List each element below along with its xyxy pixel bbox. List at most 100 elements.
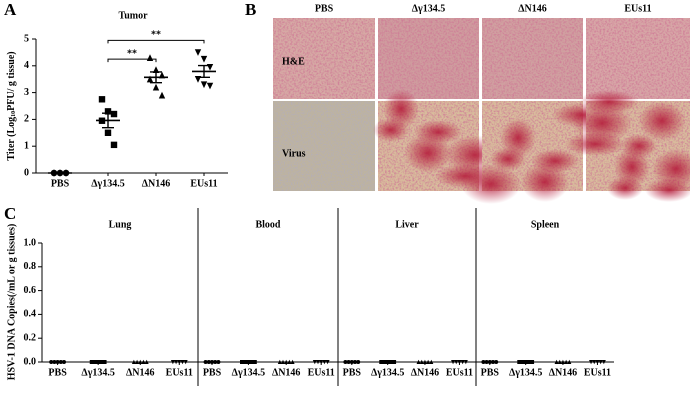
- y-tick-label: 0.6: [24, 285, 37, 296]
- point: [343, 360, 348, 364]
- histology-image: [273, 18, 375, 99]
- point: [246, 360, 251, 364]
- point: [460, 360, 465, 365]
- point: [454, 360, 459, 365]
- point: [206, 360, 211, 364]
- panel-title: Blood: [255, 219, 280, 230]
- y-tick-label: 1: [24, 140, 29, 151]
- point: [325, 360, 330, 365]
- stain-patch: [461, 164, 521, 204]
- point: [174, 360, 179, 365]
- panel-title: Spleen: [531, 219, 560, 230]
- point: [141, 359, 146, 364]
- point: [110, 110, 118, 118]
- y-tick-label: 3: [24, 87, 29, 98]
- point: [146, 54, 154, 61]
- histology-image: [565, 90, 690, 202]
- point: [135, 359, 140, 364]
- point: [170, 360, 175, 365]
- point: [356, 360, 361, 364]
- point: [206, 82, 214, 90]
- y-tick-label: 0.0: [24, 356, 37, 367]
- x-tick-label: Δγ134.5: [371, 367, 404, 378]
- significance-bracket: [107, 39, 205, 44]
- stain-patch: [531, 149, 579, 173]
- y-tick-label: 0: [24, 167, 29, 178]
- point: [62, 360, 66, 364]
- point: [194, 49, 202, 56]
- point: [277, 359, 282, 364]
- x-tick-label: ΔN146: [411, 367, 440, 378]
- point: [346, 360, 351, 364]
- row-label: H&E: [282, 56, 305, 67]
- x-tick-label: ΔN146: [142, 178, 171, 189]
- image-texture: [586, 18, 690, 99]
- point: [58, 360, 63, 364]
- significance-label: **: [151, 30, 161, 41]
- point: [177, 360, 182, 365]
- point: [457, 360, 462, 365]
- x-tick-label: PBS: [48, 367, 67, 378]
- histology-image: [373, 89, 505, 191]
- stain-patch: [638, 101, 686, 141]
- column-label: ΔN146: [518, 3, 547, 14]
- image-texture: [273, 18, 375, 99]
- point: [144, 359, 149, 364]
- point: [560, 359, 565, 364]
- point: [312, 360, 317, 365]
- point: [595, 360, 600, 365]
- point: [287, 359, 292, 364]
- point: [49, 360, 54, 364]
- y-label-part: PFU/ g tissue): [6, 51, 17, 110]
- x-tick-label: Δγ134.5: [232, 367, 265, 378]
- point: [146, 75, 154, 83]
- panel-title: Liver: [395, 219, 419, 230]
- point: [104, 129, 112, 136]
- x-tick-label: PBS: [481, 367, 500, 378]
- point: [419, 359, 424, 364]
- y-tick-label: 0.8: [24, 261, 37, 272]
- error-bar: [102, 112, 114, 129]
- panel-label: B: [245, 0, 256, 19]
- point: [481, 360, 486, 364]
- y-tick-label: 0.2: [24, 332, 37, 343]
- point: [55, 360, 60, 364]
- y-tick-label: 0.4: [24, 309, 37, 320]
- point: [530, 360, 535, 364]
- histology-image: [273, 101, 375, 191]
- point: [601, 360, 606, 365]
- stain-patch: [652, 149, 690, 189]
- x-tick-label: EUs11: [190, 178, 217, 189]
- point: [200, 81, 208, 89]
- point: [520, 360, 525, 364]
- x-tick-label: EUs11: [166, 367, 193, 378]
- point: [353, 360, 357, 364]
- point: [203, 360, 208, 364]
- point: [89, 360, 94, 364]
- point: [158, 91, 166, 99]
- point: [429, 359, 434, 364]
- point: [382, 360, 387, 364]
- significance-bracket: [107, 58, 157, 63]
- column-label: Δγ134.5: [412, 3, 445, 14]
- point: [104, 108, 112, 115]
- histology-image: [461, 101, 612, 204]
- point: [183, 360, 188, 365]
- point: [567, 359, 572, 364]
- stain-patch: [383, 89, 419, 129]
- point: [213, 360, 218, 364]
- y-label-part: Titer (Log: [6, 117, 17, 161]
- point: [110, 141, 118, 149]
- point: [598, 360, 603, 365]
- panel-label: C: [4, 204, 16, 223]
- y-tick-label: 2: [24, 114, 29, 125]
- column-label: PBS: [315, 3, 334, 14]
- point: [216, 360, 221, 364]
- point: [243, 360, 248, 364]
- point: [152, 83, 160, 91]
- point: [426, 359, 431, 364]
- point: [52, 360, 57, 364]
- point: [138, 359, 143, 364]
- x-tick-label: PBS: [203, 367, 222, 378]
